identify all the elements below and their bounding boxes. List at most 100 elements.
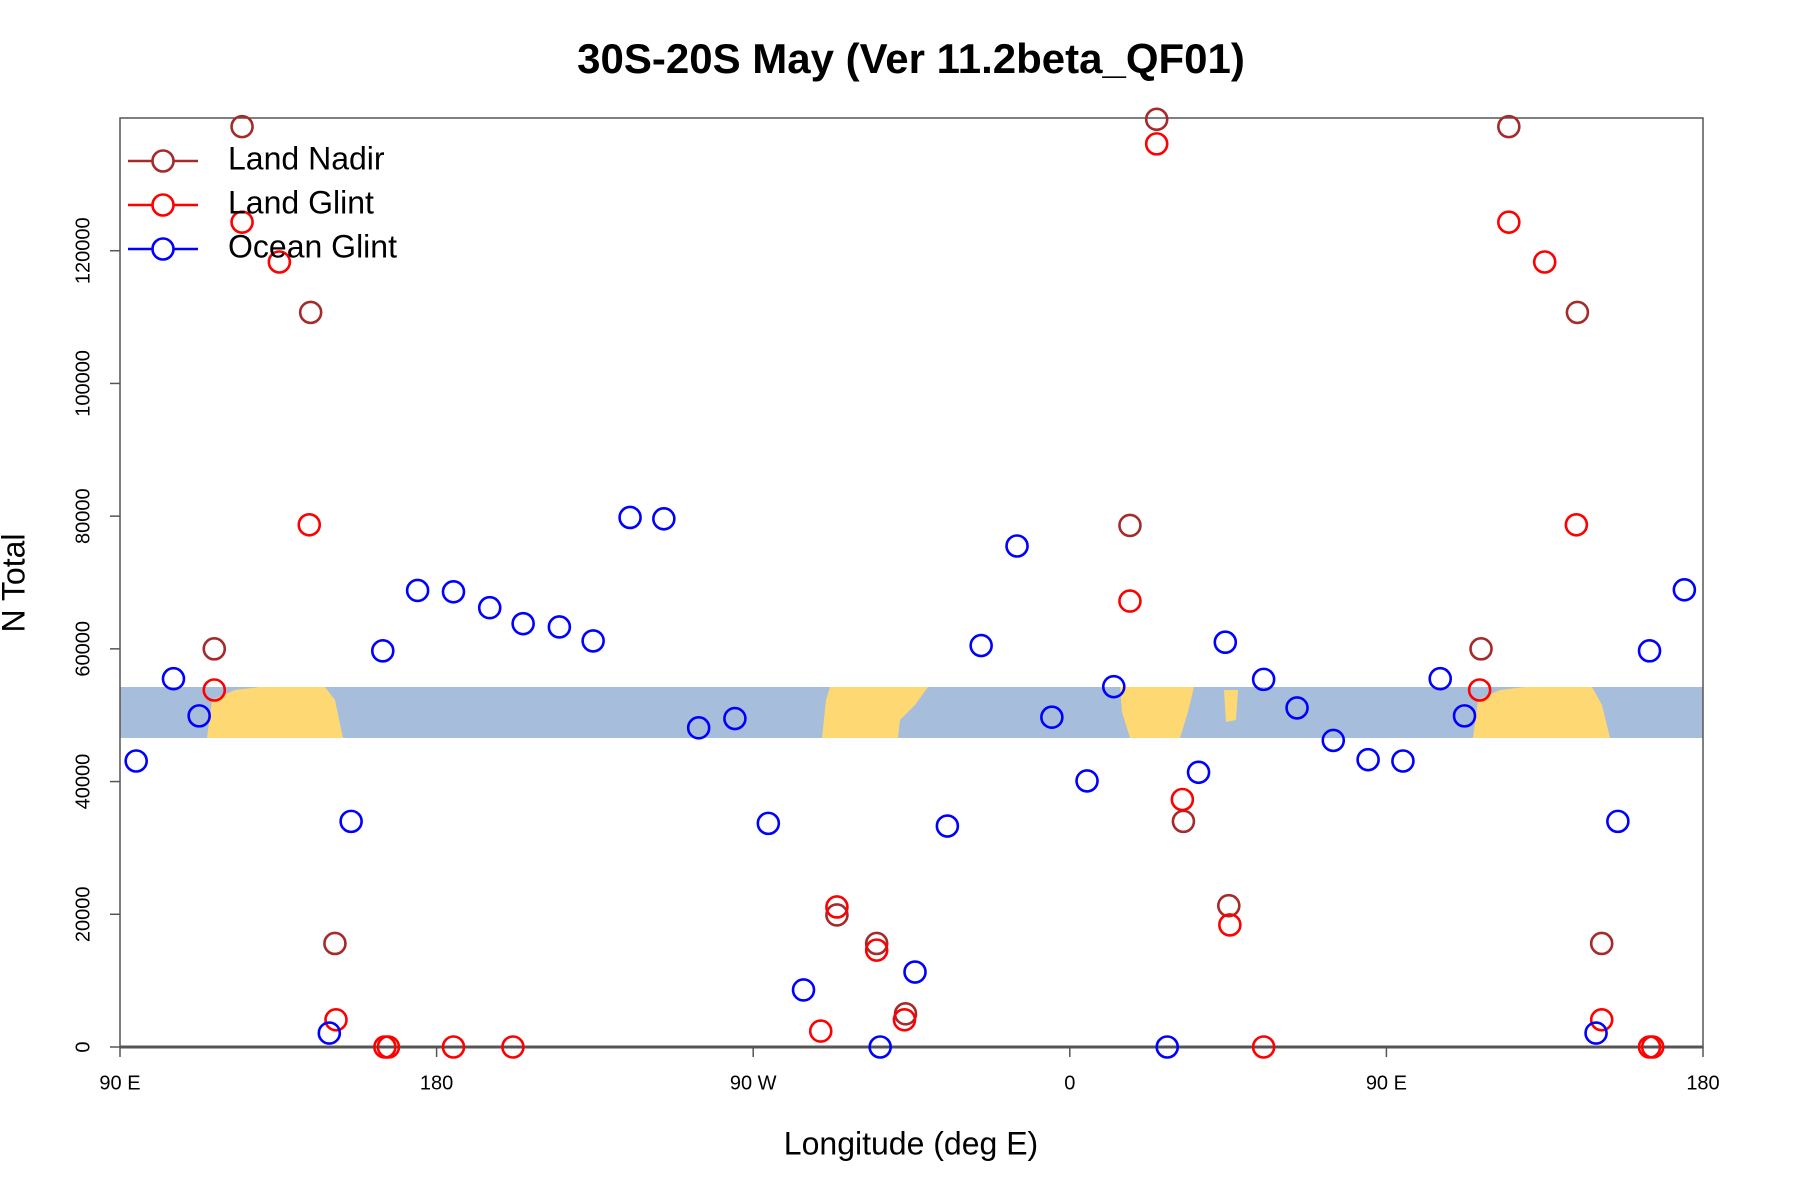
x-tick-label: 90 W [730,1072,777,1094]
point [267,250,292,274]
point [825,903,849,927]
point [935,814,960,838]
x-tick-label: 180 [420,1072,453,1094]
y-axis-label: N Total [0,533,31,632]
point [1589,1007,1614,1032]
point [1118,589,1142,613]
point [652,506,676,531]
point [864,938,889,962]
point [868,1035,892,1059]
point [298,300,323,325]
point [370,639,395,663]
point [1564,512,1589,537]
y-tick-label: 60000 [72,621,94,677]
point [1637,639,1662,663]
point [864,931,889,956]
point [756,811,781,836]
land-shape [1224,690,1238,722]
point [1075,769,1099,793]
point [1469,637,1493,661]
point [202,637,227,661]
point [1213,630,1238,655]
point [969,633,993,658]
point [1040,705,1064,730]
point [441,579,466,604]
point [581,629,605,653]
legend-marker [151,193,175,217]
map-strip [120,687,1703,738]
x-tick-label: 90 E [99,1072,140,1094]
point [1251,667,1276,692]
point [405,578,430,603]
point [1606,809,1630,834]
point [339,809,363,834]
point [1217,893,1241,918]
point [161,666,186,691]
point [317,1021,342,1045]
point [477,595,502,620]
point [230,210,254,234]
point [825,895,849,919]
point [323,931,347,956]
x-tick-label: 0 [1064,1072,1075,1094]
point [547,615,572,639]
point [187,704,211,728]
point [230,114,254,139]
point [1497,210,1521,234]
y-tick-label: 40000 [72,754,94,810]
point [1005,534,1029,558]
point [1186,760,1211,785]
y-tick-label: 80000 [72,488,94,544]
point [1218,913,1242,937]
legend-label: Ocean Glint [228,228,397,264]
land-shape [1120,687,1194,738]
point [1321,728,1346,753]
point [1170,787,1195,812]
point [441,1035,466,1059]
x-tick-label: 180 [1686,1072,1719,1094]
land-shape [207,687,343,738]
y-tick-label: 120000 [72,217,94,284]
point [903,960,927,984]
point [1356,747,1380,772]
point [1285,696,1309,720]
point [324,1007,348,1032]
point [1532,250,1557,274]
point [297,512,322,537]
land-shape [822,687,928,738]
y-tick-label: 100000 [72,350,94,417]
point [1118,513,1142,538]
point [723,706,747,731]
legend-marker [151,149,175,173]
point [791,978,816,1002]
point [1589,931,1614,956]
point [1565,300,1590,325]
point [808,1019,833,1043]
point [686,716,711,740]
point [1251,1035,1276,1059]
point [618,505,642,530]
x-tick-label: 90 E [1366,1072,1407,1094]
point [202,678,227,702]
point [501,1035,525,1059]
point [1144,132,1169,156]
y-tick-label: 20000 [72,886,94,942]
point [1171,809,1196,834]
legend-marker [151,237,175,261]
point [1155,1035,1180,1059]
point [124,749,148,773]
point [1672,577,1697,602]
land-shape [1473,687,1610,738]
point [511,611,535,636]
point [376,1035,401,1059]
legend-label: Land Nadir [228,140,385,176]
chart-title: 30S-20S May (Ver 11.2beta_QF01) [577,35,1245,82]
point [1497,114,1521,139]
point [892,1007,917,1032]
legend-label: Land Glint [228,184,374,220]
point [1428,666,1453,691]
point [1467,678,1492,702]
point [1452,704,1477,728]
x-axis-label: Longitude (deg E) [784,1125,1038,1161]
